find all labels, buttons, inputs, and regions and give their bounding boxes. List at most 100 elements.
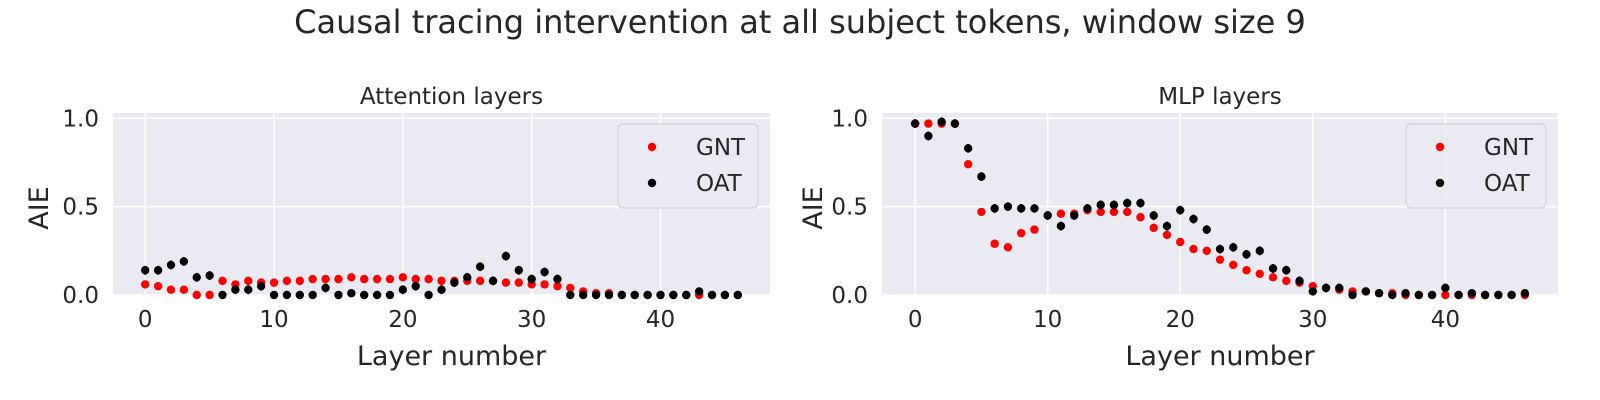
attention-oat-point bbox=[553, 274, 562, 284]
attention-gnt-point bbox=[269, 278, 279, 287]
mlp-oat-point bbox=[977, 172, 986, 181]
attention-gnt-point bbox=[501, 278, 511, 287]
mlp-gnt-point bbox=[977, 207, 986, 217]
mlp-oat-point bbox=[937, 117, 946, 127]
attention-oat-point bbox=[295, 290, 304, 300]
attention-gnt-point bbox=[244, 276, 253, 286]
mlp-gnt-point bbox=[1441, 290, 1450, 300]
mlp-gnt-point bbox=[1016, 228, 1026, 238]
attention-oat-point bbox=[244, 285, 253, 294]
mlp-y-tick-label: 0.5 bbox=[831, 195, 868, 221]
attention-gnt-point bbox=[437, 276, 446, 286]
mlp-oat-point bbox=[1242, 250, 1251, 259]
attention-oat-point bbox=[141, 266, 150, 275]
attention-oat-point bbox=[643, 290, 652, 300]
mlp-oat-point bbox=[990, 204, 999, 213]
mlp-oat-point bbox=[963, 144, 973, 153]
mlp-gnt-point bbox=[1255, 269, 1264, 278]
mlp-legend-oat-label: OAT bbox=[1484, 171, 1531, 197]
attention-gnt-point bbox=[308, 274, 317, 284]
mlp-oat-point bbox=[1229, 243, 1238, 252]
mlp-gnt-point bbox=[1056, 209, 1066, 218]
mlp-gnt-point bbox=[1202, 246, 1211, 256]
attention-gnt-point bbox=[321, 274, 330, 284]
attention-oat-point bbox=[153, 266, 163, 275]
mlp-x-tick-label: 30 bbox=[1298, 307, 1327, 333]
attention-y-axis-label: AIE bbox=[24, 186, 55, 230]
attention-gnt-point bbox=[179, 285, 189, 294]
mlp-y-axis-label: AIE bbox=[798, 186, 829, 230]
mlp-gnt-point bbox=[990, 239, 999, 248]
attention-oat-point bbox=[450, 278, 459, 287]
mlp-gnt-point bbox=[1162, 230, 1172, 240]
attention-gnt-point bbox=[372, 274, 382, 284]
mlp-oat-point bbox=[1494, 290, 1503, 300]
mlp-oat-point bbox=[1414, 290, 1424, 300]
attention-gnt-point bbox=[205, 290, 214, 300]
mlp-oat-point bbox=[1374, 289, 1384, 298]
attention-oat-point bbox=[218, 290, 227, 300]
mlp-gnt-point bbox=[1030, 225, 1039, 234]
attention-gnt-point bbox=[295, 276, 304, 286]
attention-x-axis-label: Layer number bbox=[357, 341, 547, 372]
attention-gnt-point bbox=[192, 290, 201, 300]
attention-oat-point bbox=[192, 273, 201, 282]
mlp-gnt-point bbox=[1242, 266, 1251, 275]
attention-legend-oat-marker bbox=[647, 178, 657, 188]
attention-gnt-point bbox=[141, 280, 150, 289]
attention-gnt-point bbox=[475, 276, 485, 286]
attention-gnt-point bbox=[360, 274, 369, 284]
attention-oat-point bbox=[604, 290, 614, 300]
mlp-oat-point bbox=[1282, 266, 1291, 275]
mlp-gnt-point bbox=[1229, 260, 1238, 270]
mlp-oat-point bbox=[1401, 289, 1410, 298]
mlp-gnt-point bbox=[1176, 237, 1185, 247]
mlp-oat-point bbox=[1069, 211, 1079, 220]
attention-legend-gnt-label: GNT bbox=[696, 135, 746, 161]
attention-oat-point bbox=[527, 274, 536, 284]
mlp-oat-point bbox=[1176, 205, 1185, 215]
attention-oat-point bbox=[398, 285, 408, 294]
attention-oat-point bbox=[720, 290, 730, 300]
mlp-oat-point bbox=[1056, 221, 1066, 231]
mlp-oat-point bbox=[1480, 290, 1490, 300]
attention-legend: GNT OAT bbox=[617, 123, 759, 209]
mlp-x-tick-label: 20 bbox=[1166, 307, 1195, 333]
mlp-oat-point bbox=[1083, 204, 1092, 213]
mlp-x-tick-label: 10 bbox=[1033, 307, 1062, 333]
mlp-oat-point bbox=[1162, 221, 1172, 231]
attention-gnt-point bbox=[385, 274, 395, 284]
mlp-gnt-point bbox=[1268, 273, 1278, 282]
attention-oat-point bbox=[166, 260, 176, 270]
attention-oat-point bbox=[669, 290, 678, 300]
attention-oat-point bbox=[282, 290, 292, 300]
mlp-legend-oat-marker bbox=[1435, 178, 1445, 188]
mlp-gnt-point bbox=[1109, 207, 1119, 217]
attention-gnt-point bbox=[424, 274, 433, 284]
attention-legend-oat-label: OAT bbox=[696, 171, 743, 197]
attention-oat-point bbox=[501, 251, 511, 261]
mlp-gnt-point bbox=[963, 160, 973, 169]
attention-oat-point bbox=[707, 290, 717, 300]
mlp-oat-point bbox=[1215, 244, 1225, 254]
attention-oat-point bbox=[566, 290, 575, 300]
attention-gnt-point bbox=[553, 281, 562, 291]
attention-gnt-point bbox=[411, 274, 420, 284]
mlp-oat-point bbox=[1507, 290, 1516, 300]
attention-oat-point bbox=[475, 262, 485, 271]
attention-gnt-point bbox=[514, 278, 523, 287]
mlp-panel: 0 10 20 30 40 0.0 0.5 1.0 GNT OAT MLP layers Layer… bbox=[798, 84, 1558, 372]
attention-oat-point bbox=[321, 283, 330, 293]
mlp-oat-point bbox=[1109, 200, 1119, 210]
attention-oat-point bbox=[372, 290, 382, 300]
mlp-y-tick-label: 1.0 bbox=[831, 106, 868, 132]
mlp-gnt-point bbox=[1136, 213, 1145, 222]
mlp-oat-point bbox=[1136, 198, 1145, 208]
mlp-oat-point bbox=[1308, 287, 1317, 296]
mlp-legend: GNT OAT bbox=[1405, 123, 1547, 209]
attention-gnt-point bbox=[282, 276, 292, 286]
mlp-oat-point bbox=[1123, 198, 1132, 208]
mlp-gnt-point bbox=[924, 119, 933, 128]
attention-y-tick-label: 0.0 bbox=[62, 283, 99, 309]
attention-x-tick-label: 30 bbox=[517, 307, 546, 333]
